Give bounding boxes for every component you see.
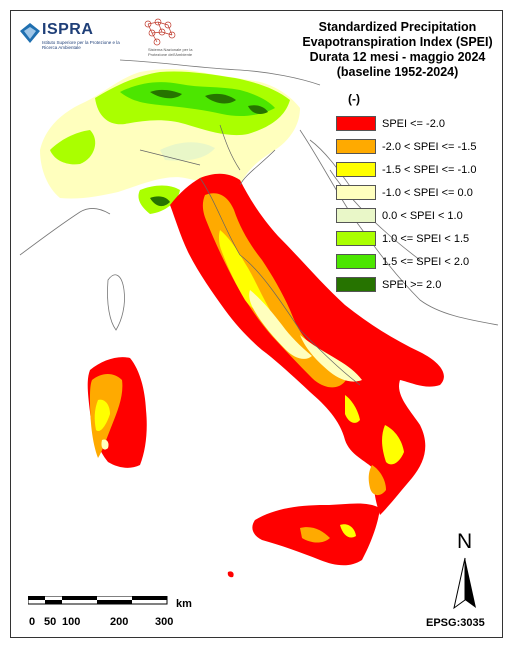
legend-item: SPEI <= -2.0 xyxy=(336,112,476,135)
ispra-logo-mark-icon xyxy=(20,23,40,43)
snpa-logo: Sistema Nazionale per la Protezione dell… xyxy=(136,18,196,62)
title-line-3: Durata 12 mesi - maggio 2024 xyxy=(309,50,486,64)
ispra-logo-subtitle: Istituto Superiore per la Protezione e l… xyxy=(42,40,120,50)
scale-bar xyxy=(28,596,168,605)
legend-items: SPEI <= -2.0 -2.0 < SPEI <= -1.5 -1.5 < SP… xyxy=(336,112,476,296)
legend-unit: (-) xyxy=(348,92,360,106)
projection-label: EPSG:3035 xyxy=(426,617,485,629)
legend-swatch xyxy=(336,231,376,246)
ispra-logo-name: ISPRA xyxy=(42,21,94,38)
north-label: N xyxy=(457,530,473,553)
title-line-2: Evapotranspiration Index (SPEI) xyxy=(302,35,493,49)
legend-label: -2.0 < SPEI <= -1.5 xyxy=(382,140,477,153)
snpa-logo-text: Sistema Nazionale per la Protezione dell… xyxy=(148,47,193,57)
legend-swatch xyxy=(336,116,376,131)
legend-swatch xyxy=(336,254,376,269)
legend-item: SPEI >= 2.0 xyxy=(336,273,476,296)
legend-swatch xyxy=(336,277,376,292)
north-italy xyxy=(40,69,300,214)
legend-label: -1.0 < SPEI <= 0.0 xyxy=(382,186,473,199)
scale-tick-300: 300 xyxy=(155,616,174,628)
sardinia xyxy=(87,357,147,468)
scale-unit: km xyxy=(176,598,192,610)
legend-label: 1.0 <= SPEI < 1.5 xyxy=(382,232,470,245)
ispra-logo: ISPRA Istituto Superiore per la Protezio… xyxy=(20,20,130,60)
sicily xyxy=(227,503,380,578)
map-title: Standardized Precipitation Evapotranspir… xyxy=(285,20,510,80)
legend-swatch xyxy=(336,162,376,177)
legend-swatch xyxy=(336,185,376,200)
legend-label: 0.0 < SPEI < 1.0 xyxy=(382,209,463,222)
peninsula xyxy=(170,173,444,515)
north-arrow-icon xyxy=(453,557,476,610)
legend-item: 1.0 <= SPEI < 1.5 xyxy=(336,227,476,250)
title-line-1: Standardized Precipitation xyxy=(318,20,477,34)
legend-label: -1.5 < SPEI <= -1.0 xyxy=(382,163,477,176)
legend-item: 0.0 < SPEI < 1.0 xyxy=(336,204,476,227)
corsica-outline xyxy=(107,274,125,331)
legend-label: SPEI <= -2.0 xyxy=(382,117,445,130)
snpa-network-icon xyxy=(144,18,176,46)
scale-tick-50: 50 xyxy=(44,616,57,628)
legend-swatch xyxy=(336,208,376,223)
scale-tick-100: 100 xyxy=(62,616,81,628)
title-line-4: (baseline 1952-2024) xyxy=(336,65,459,79)
regional-borders xyxy=(139,124,361,386)
legend-label: 1.5 <= SPEI < 2.0 xyxy=(382,255,470,268)
legend: (-) SPEI <= -2.0 -2.0 < SPEI <= -1.5 -1.5 … xyxy=(336,92,476,296)
legend-label: SPEI >= 2.0 xyxy=(382,278,442,291)
scale-tick-200: 200 xyxy=(110,616,129,628)
scale-tick-0: 0 xyxy=(29,616,36,628)
legend-item: -1.5 < SPEI <= -1.0 xyxy=(336,158,476,181)
legend-swatch xyxy=(336,139,376,154)
legend-item: -2.0 < SPEI <= -1.5 xyxy=(336,135,476,158)
legend-item: 1.5 <= SPEI < 2.0 xyxy=(336,250,476,273)
legend-item: -1.0 < SPEI <= 0.0 xyxy=(336,181,476,204)
